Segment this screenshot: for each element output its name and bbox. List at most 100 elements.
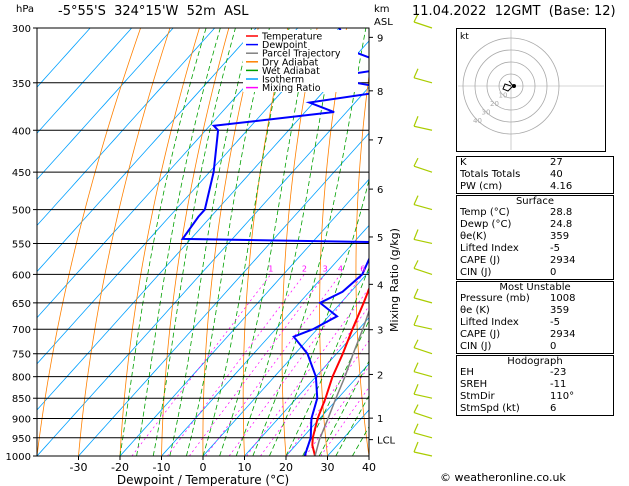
isotherm-line: [285, 363, 369, 456]
index-row: K 27: [457, 157, 613, 169]
wind-barb: [413, 21, 433, 29]
wind-barb-flag: [413, 423, 419, 434]
wind-barb: [413, 297, 433, 304]
series-temperature: [311, 286, 369, 456]
isotherm-line: [37, 28, 174, 180]
mixing-ratio-label: 2: [302, 264, 307, 273]
dry-adiabat-line: [425, 28, 452, 456]
index-row: Totals Totals 40: [457, 169, 613, 181]
km-label: 3: [377, 326, 383, 337]
mixing-ratio-line: [286, 340, 369, 456]
indices-most-unstable: Most Unstable Pressure (mb) 1008 θe (K) 359…: [456, 281, 614, 354]
index-value: 4.16: [550, 181, 573, 192]
wind-barb-flag: [413, 260, 419, 269]
wind-barb: [413, 238, 433, 245]
most-unstable-row: θe (K) 359: [457, 305, 613, 317]
hodograph-value: -11: [550, 379, 567, 390]
wet-adiabat-line: [318, 360, 369, 456]
surface-title: Surface: [515, 196, 555, 207]
mixing-ratio-axis-label: Mixing Ratio (g/kg): [388, 228, 401, 332]
wind-barb-flag: [413, 339, 419, 349]
mixing-ratio-label: 6: [360, 264, 365, 273]
km-label: 8: [377, 87, 383, 98]
most-unstable-row: CAPE (J) 2934: [457, 329, 613, 341]
most-unstable-row: Lifted Index -5: [457, 317, 613, 329]
pressure-label: 550: [12, 239, 31, 250]
wind-barb: [413, 432, 433, 439]
asl-label: ASL: [374, 17, 393, 28]
most-unstable-label: Lifted Index: [460, 317, 519, 328]
wind-barb-flag: [413, 13, 419, 23]
x-tick-label: -30: [70, 461, 88, 474]
indices-basic: K 27 Totals Totals 40 PW (cm) 4.16: [456, 156, 614, 194]
wind-barb: [413, 77, 433, 84]
hodograph-unit-label: kt: [460, 32, 469, 42]
x-tick-label: 40: [362, 461, 376, 474]
wind-barb: [413, 267, 433, 275]
most-unstable-label: CIN (J): [460, 341, 492, 352]
surface-label: CAPE (J): [460, 255, 501, 266]
legend-label: Isotherm: [262, 75, 304, 86]
legend-label: Wet Adiabat: [262, 66, 320, 77]
pressure-label: 750: [12, 350, 31, 361]
isotherm-line: [327, 409, 369, 456]
indices-panel: K 27 Totals Totals 40 PW (cm) 4.16 Surface Te…: [456, 156, 614, 416]
surface-label: CIN (J): [460, 267, 492, 278]
indices-surface: Surface Temp (°C) 28.8 Dewp (°C) 24.8 θe(K) 3…: [456, 195, 614, 280]
hodograph-label: EH: [460, 367, 474, 378]
wind-barb: [413, 371, 433, 378]
wind-barb-flag: [413, 116, 419, 127]
wet-adiabat-line: [302, 319, 369, 456]
wind-barb: [413, 347, 433, 355]
dry-adiabat-line: [202, 28, 259, 456]
km-label: 7: [377, 136, 383, 147]
surface-label: Lifted Index: [460, 243, 519, 254]
legend-label: Temperature: [261, 32, 322, 43]
legend-label: Parcel Trajectory: [262, 49, 341, 60]
most-unstable-value: 1008: [550, 293, 576, 304]
hodograph-value: 6: [550, 403, 557, 414]
surface-row: CAPE (J) 2934: [457, 255, 613, 267]
pressure-label: 1000: [6, 452, 31, 463]
mixing-ratio-line: [260, 305, 369, 456]
surface-row: Lifted Index -5: [457, 243, 613, 255]
location-title: -5°55'S 324°15'W 52m ASL: [58, 4, 249, 19]
wind-barb: [413, 324, 433, 330]
wind-barb: [413, 165, 433, 173]
hodograph-row: EH -23: [457, 367, 613, 379]
wind-barb-flag: [413, 229, 419, 240]
most-unstable-label: θe (K): [460, 305, 490, 316]
hodograph-ring-label: 30: [482, 108, 491, 116]
pressure-label: 300: [12, 24, 31, 35]
mixing-ratio-line: [131, 274, 272, 456]
series-parcel-trajectory: [314, 309, 369, 456]
index-label: PW (cm): [460, 181, 503, 192]
wind-barb-flag: [413, 195, 419, 205]
surface-value: -5: [550, 243, 560, 254]
pressure-label: 450: [12, 168, 31, 179]
wet-adiabat-line: [136, 28, 221, 456]
km-label: km: [374, 4, 390, 15]
km-label: LCL: [377, 436, 396, 447]
mixing-ratio-label: 3: [323, 264, 328, 273]
storm-motion-marker: [512, 84, 516, 88]
wind-barb-flag: [413, 288, 419, 299]
surface-value: 0: [550, 267, 557, 278]
wind-barb: [413, 125, 433, 131]
most-unstable-label: CAPE (J): [460, 329, 501, 340]
datetime-title: 11.04.2022 12GMT (Base: 12): [412, 4, 616, 19]
mixing-ratio-line: [205, 274, 341, 456]
surface-value: 2934: [550, 255, 576, 266]
wind-barb: [413, 411, 433, 420]
hodograph-label: StmDir: [460, 391, 495, 402]
pressure-label: 400: [12, 126, 31, 137]
pressure-label: 650: [12, 299, 31, 310]
series-dewpoint: [180, 28, 369, 456]
hpa-label: hPa: [16, 4, 35, 15]
hodograph-value: 110°: [550, 391, 575, 402]
surface-row: Dewp (°C) 24.8: [457, 219, 613, 231]
legend-label: Dry Adiabat: [262, 57, 319, 68]
wind-barb: [413, 204, 433, 211]
